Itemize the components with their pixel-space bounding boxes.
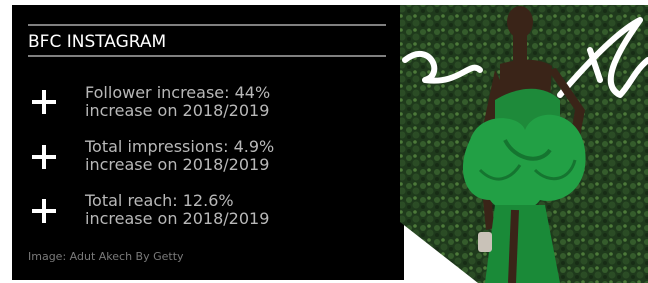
page: {"header": {"title": "BFC INSTAGRAM"}, "…: [0, 0, 648, 283]
stat-detail: increase on 2018/2019: [85, 155, 269, 174]
stat-detail: increase on 2018/2019: [85, 209, 269, 228]
stat-detail: increase on 2018/2019: [85, 101, 269, 120]
title: BFC INSTAGRAM: [28, 32, 166, 52]
stat-label: Total impressions: 4.9%: [84, 137, 274, 156]
caption: Image: Adut Akech By Getty: [28, 250, 184, 263]
photo: [400, 5, 648, 283]
stat-label: Total reach: 12.6%: [84, 191, 234, 210]
infographic: BFC INSTAGRAM Follower increase: 44% inc…: [0, 0, 648, 283]
stat-label: Follower increase: 44%: [85, 83, 270, 102]
